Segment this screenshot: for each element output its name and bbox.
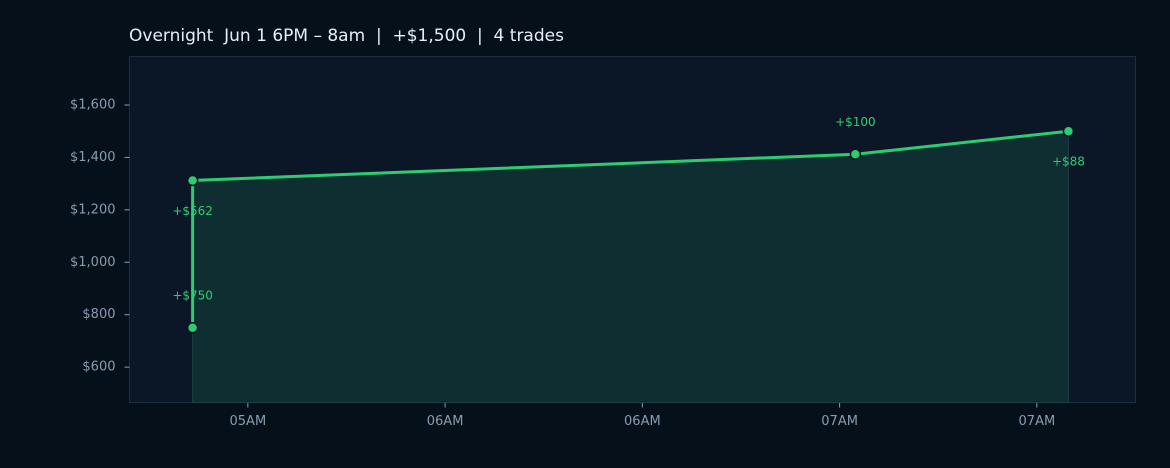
point — [186, 174, 199, 187]
data-label: +$750 — [172, 288, 213, 302]
y-tick-label: $1,600 — [70, 97, 116, 112]
y-tick-label: $600 — [82, 360, 115, 375]
data-label: +$100 — [835, 115, 876, 129]
x-tick-label: 07AM — [821, 414, 858, 429]
point — [1062, 125, 1075, 137]
x-tick-label: 06AM — [624, 414, 661, 429]
y-tick-label: $1,000 — [70, 255, 116, 270]
x-tick-label: 05AM — [230, 414, 267, 429]
y-tick-label: $1,400 — [70, 150, 116, 165]
point — [849, 148, 862, 161]
data-label: +$562 — [172, 204, 213, 218]
point — [186, 322, 199, 334]
x-tick-label: 06AM — [427, 414, 464, 429]
data-label: +$88 — [1052, 155, 1085, 169]
chart-title: Overnight Jun 1 6PM – 8am | +$1,500 | 4 … — [129, 26, 564, 46]
x-tick-label: 07AM — [1019, 414, 1056, 429]
y-tick-label: $1,200 — [70, 202, 116, 217]
line — [191, 129, 1069, 328]
y-tick-label: $800 — [82, 307, 115, 322]
